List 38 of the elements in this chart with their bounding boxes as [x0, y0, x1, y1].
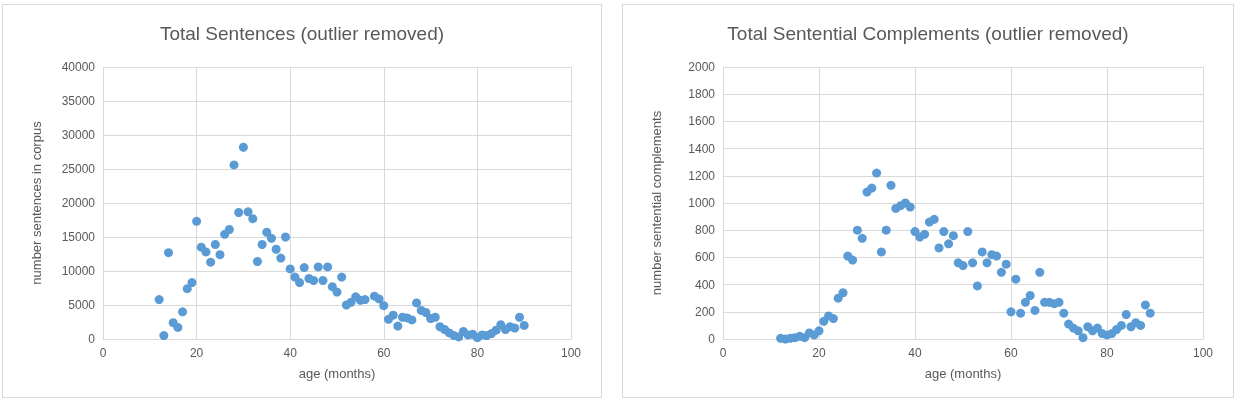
x-tick-label: 80: [1100, 346, 1114, 360]
y-tick-label: 10000: [61, 264, 96, 278]
x-tick-label: 60: [377, 346, 391, 360]
y-tick-label: 1800: [688, 87, 716, 102]
y-tick-label: 1400: [688, 141, 716, 156]
x-tick-label: 20: [812, 346, 826, 360]
y-axis-title: number sentences in corpus: [29, 120, 44, 285]
x-axis-title: age (months): [298, 366, 376, 381]
chart-title: Total Sentences (outlier removed): [159, 23, 445, 44]
y-tick-label: 1000: [688, 196, 716, 210]
y-tick-label: 0: [88, 332, 96, 346]
y-tick-label: 600: [694, 250, 716, 265]
y-tick-label: 35000: [61, 94, 96, 108]
y-tick-label: 0: [708, 332, 716, 346]
y-tick-label: 15000: [61, 230, 96, 244]
y-axis-title: number sentential complements: [649, 110, 664, 296]
x-tick-label: 100: [560, 346, 582, 360]
y-tick-label: 800: [694, 223, 716, 238]
chart-title: Total Sentential Complements (outlier removed): [727, 23, 1129, 44]
y-tick-label: 1600: [688, 114, 716, 129]
y-tick-label: 40000: [61, 60, 96, 74]
y-tick-label: 200: [694, 304, 716, 319]
x-tick-label: 0: [99, 346, 107, 360]
x-tick-label: 80: [470, 346, 485, 360]
y-tick-label: 5000: [68, 298, 96, 312]
y-tick-label: 1200: [688, 168, 716, 183]
y-tick-label: 400: [694, 277, 716, 292]
y-tick-label: 2000: [688, 60, 716, 74]
x-tick-label: 20: [189, 346, 204, 360]
y-tick-label: 20000: [61, 196, 96, 210]
x-tick-label: 0: [719, 346, 727, 360]
y-tick-label: 25000: [61, 162, 96, 176]
x-tick-label: 60: [1004, 346, 1018, 360]
x-tick-label: 40: [908, 346, 922, 360]
x-axis-title: age (months): [924, 366, 1002, 381]
y-tick-label: 30000: [61, 128, 96, 142]
x-tick-label: 40: [283, 346, 298, 360]
x-tick-label: 100: [1192, 346, 1214, 360]
